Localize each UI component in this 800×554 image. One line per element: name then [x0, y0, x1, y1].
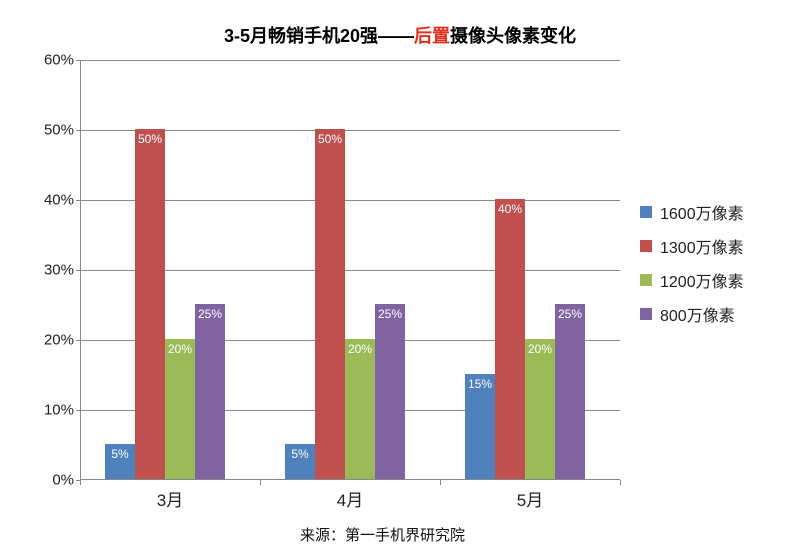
title-emphasis: 后置 — [414, 26, 450, 46]
title-suffix: 摄像头像素变化 — [450, 26, 576, 46]
legend-item: 1300万像素 — [640, 234, 790, 258]
bar: 25% — [375, 304, 405, 479]
y-tick-label: 0% — [30, 472, 74, 489]
chart-container: 3-5月畅销手机20强——后置摄像头像素变化 0% 10% 20% 30% 40% 50%… — [0, 0, 800, 554]
y-tick-label: 20% — [30, 332, 74, 349]
bar-value-label: 20% — [345, 342, 375, 356]
y-tick-label: 50% — [30, 122, 74, 139]
bar: 25% — [555, 304, 585, 479]
bar-value-label: 5% — [105, 447, 135, 461]
x-tick-label: 4月 — [270, 486, 430, 511]
bar-value-label: 40% — [495, 202, 525, 216]
title-prefix: 3-5月畅销手机20强—— — [224, 26, 414, 46]
legend-item: 1600万像素 — [640, 200, 790, 224]
source-value: 第一手机界研究院 — [345, 527, 465, 544]
legend-label: 800万像素 — [660, 302, 735, 326]
y-tick-label: 60% — [30, 52, 74, 69]
bar-value-label: 20% — [525, 342, 555, 356]
legend-swatch — [640, 274, 652, 286]
x-tick-mark — [620, 480, 621, 485]
bar-value-label: 15% — [465, 377, 495, 391]
bar: 20% — [165, 339, 195, 479]
source-text: 来源：第一手机界研究院 — [300, 524, 465, 545]
legend: 1600万像素 1300万像素 1200万像素 800万像素 — [640, 200, 790, 336]
bar: 5% — [285, 444, 315, 479]
legend-item: 1200万像素 — [640, 268, 790, 292]
legend-swatch — [640, 308, 652, 320]
x-tick-label: 5月 — [450, 486, 610, 511]
bar-value-label: 5% — [285, 447, 315, 461]
y-tick-label: 30% — [30, 262, 74, 279]
bar-value-label: 20% — [165, 342, 195, 356]
bar-value-label: 25% — [375, 307, 405, 321]
bar: 25% — [195, 304, 225, 479]
bar-value-label: 50% — [315, 132, 345, 146]
bar-value-label: 50% — [135, 132, 165, 146]
bar-value-label: 25% — [195, 307, 225, 321]
y-tick-label: 10% — [30, 402, 74, 419]
chart-title: 3-5月畅销手机20强——后置摄像头像素变化 — [0, 22, 800, 48]
plot-area: 5% 50% 20% 25% 5% 50% 20% 25% 15% 40% 20% 25% — [80, 60, 620, 480]
legend-label: 1300万像素 — [660, 234, 744, 258]
y-tick-label: 40% — [30, 192, 74, 209]
x-tick-mark — [260, 480, 261, 485]
bar: 5% — [105, 444, 135, 479]
bar: 20% — [345, 339, 375, 479]
source-prefix: 来源： — [300, 527, 345, 544]
legend-label: 1200万像素 — [660, 268, 744, 292]
bar: 50% — [135, 129, 165, 479]
legend-swatch — [640, 240, 652, 252]
legend-item: 800万像素 — [640, 302, 790, 326]
x-tick-mark — [440, 480, 441, 485]
bar: 40% — [495, 199, 525, 479]
legend-label: 1600万像素 — [660, 200, 744, 224]
x-tick-mark — [80, 480, 81, 485]
bar-value-label: 25% — [555, 307, 585, 321]
x-tick-label: 3月 — [90, 486, 250, 511]
bar: 20% — [525, 339, 555, 479]
bar: 15% — [465, 374, 495, 479]
bar: 50% — [315, 129, 345, 479]
legend-swatch — [640, 206, 652, 218]
